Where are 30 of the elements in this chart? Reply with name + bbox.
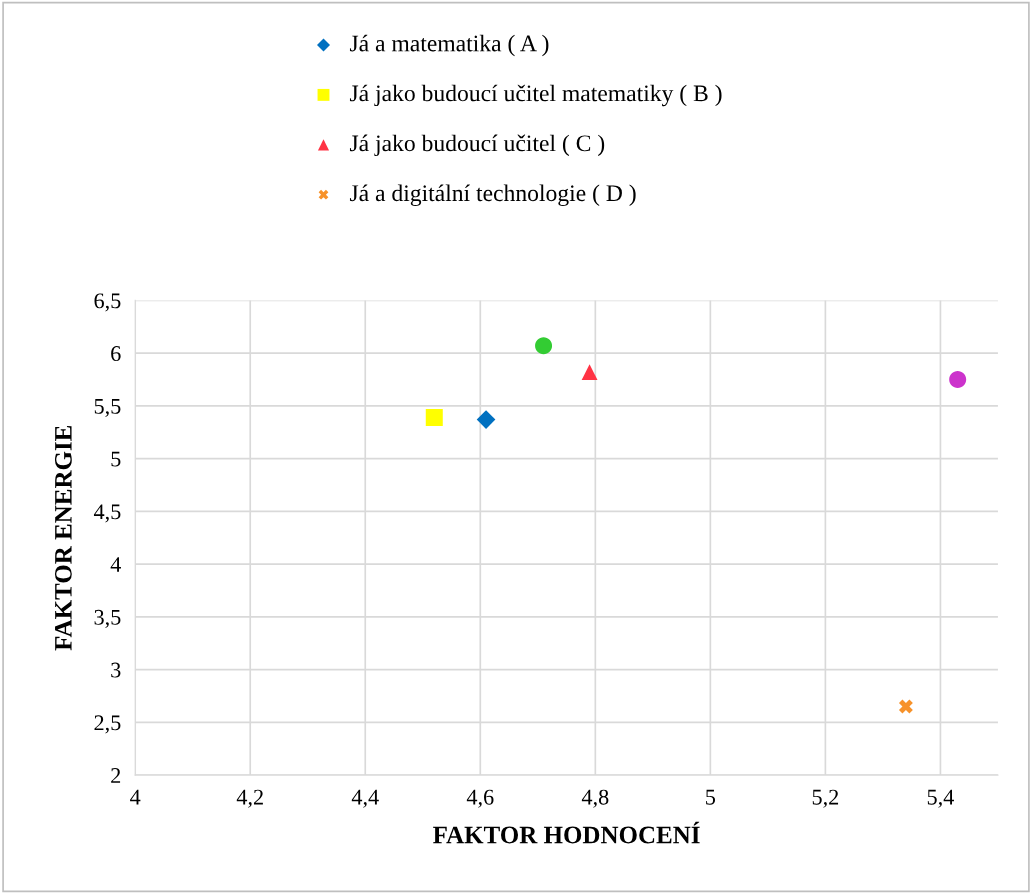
legend-label: Já a digitální technologie ( D ) xyxy=(349,184,636,207)
x-tick-label: 5,2 xyxy=(812,789,839,808)
y-tick-label: 5,5 xyxy=(94,399,121,417)
legend-label: Já jako budoucí učitel ( C ) xyxy=(349,134,605,157)
point xyxy=(476,410,496,429)
y-tick-label: 4,5 xyxy=(93,504,121,523)
y-tick-label: 6 xyxy=(111,346,121,362)
point xyxy=(425,408,443,426)
y-tick-label: 2 xyxy=(111,768,121,783)
point xyxy=(581,364,598,381)
y-tick-label: 5 xyxy=(111,451,121,467)
x-tick-label: 5 xyxy=(706,789,716,805)
x-tick-label: 4,2 xyxy=(236,789,263,808)
x-tick-label: 4,6 xyxy=(466,789,494,808)
y-axis-title: FAKTOR ENERGIE xyxy=(54,425,72,651)
point xyxy=(535,337,553,355)
legend-label: Já jako budoucí učitel matematiky ( B ) xyxy=(349,84,722,107)
y-tick-label: 3,5 xyxy=(94,609,121,628)
x-tick-label: 5,4 xyxy=(927,789,954,808)
x-tick-label: 4,8 xyxy=(581,789,609,808)
point xyxy=(898,699,913,714)
point xyxy=(949,371,967,389)
x-tick-label: 4,4 xyxy=(351,789,379,808)
y-tick-label: 2,5 xyxy=(94,715,121,734)
legend-label: Já a matematika ( A ) xyxy=(349,34,549,57)
x-tick-label: 4 xyxy=(130,789,141,805)
y-tick-label: 6,5 xyxy=(94,293,121,312)
y-tick-label: 3 xyxy=(111,662,121,678)
y-tick-label: 4 xyxy=(110,557,121,572)
x-axis-title: FAKTOR HODNOCENÍ xyxy=(433,821,700,844)
